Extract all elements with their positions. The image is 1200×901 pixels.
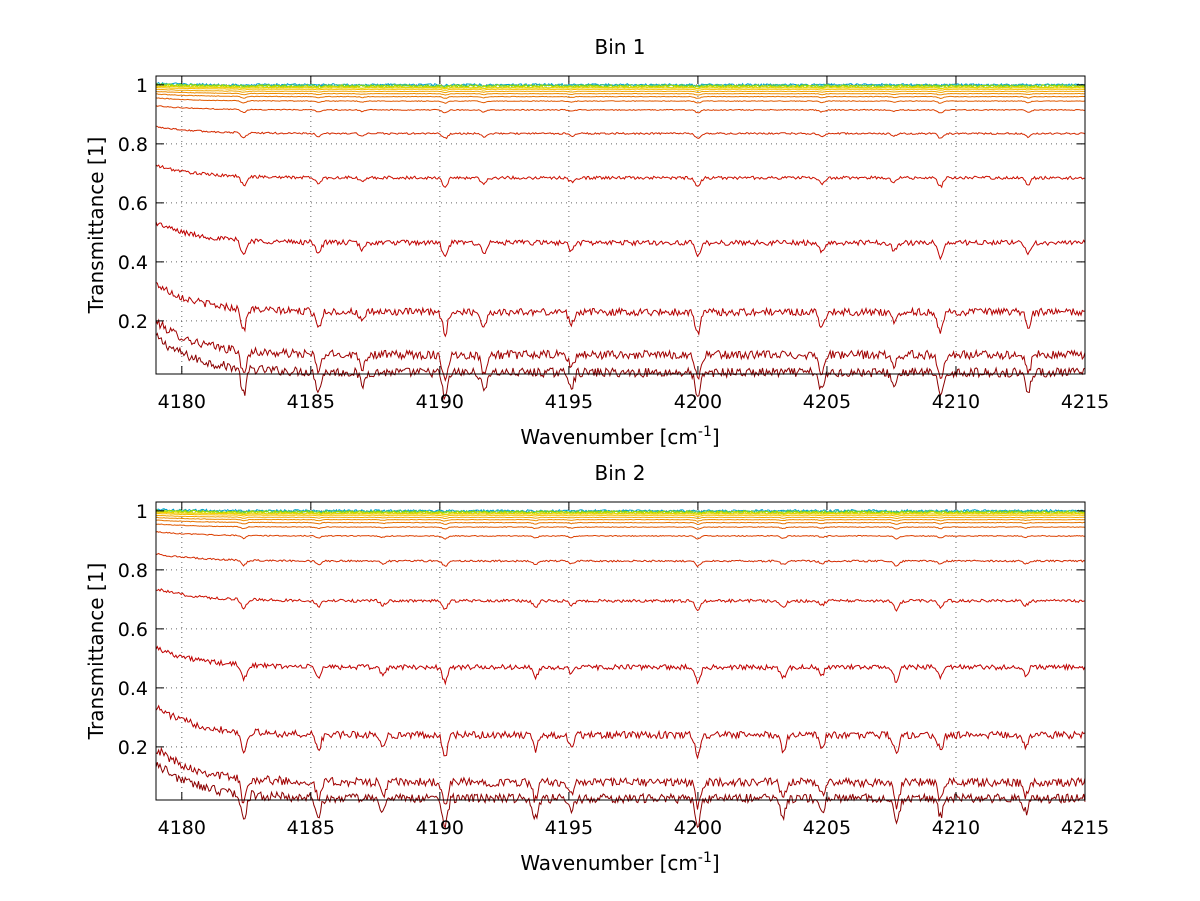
- series-line: [156, 514, 1085, 520]
- chart-title: Bin 2: [594, 461, 645, 485]
- y-tick-label: 0.4: [118, 678, 148, 700]
- series-line: [155, 164, 1085, 189]
- series-line: [156, 93, 1085, 100]
- series-line: [155, 125, 1086, 140]
- series-line: [155, 88, 1085, 94]
- x-tick-label: 4215: [1061, 391, 1109, 413]
- x-axis-label-tail: ]: [712, 851, 720, 875]
- series-group: [155, 508, 1086, 829]
- x-tick-label: 4180: [158, 817, 206, 839]
- series-line: [155, 332, 1086, 400]
- series-line: [155, 512, 1086, 517]
- series-line: [155, 523, 1086, 530]
- series-line: [155, 746, 1086, 810]
- x-tick-label: 4205: [803, 391, 851, 413]
- series-line: [155, 85, 1085, 90]
- y-tick-label: 0.2: [118, 737, 148, 759]
- series-line: [155, 516, 1086, 522]
- y-tick-label: 0.4: [118, 252, 148, 274]
- x-tick-label: 4200: [674, 391, 722, 413]
- y-tick-label: 0.8: [118, 134, 148, 156]
- x-tick-label: 4200: [674, 817, 722, 839]
- y-tick-label: 1: [136, 75, 148, 97]
- series-line: [155, 105, 1085, 114]
- y-axis-label: Transmittance [1]: [84, 563, 108, 741]
- x-tick-label: 4215: [1061, 817, 1109, 839]
- x-axis-label-main: Wavenumber [cm: [520, 425, 698, 449]
- y-tick-labels: 0.2 0.4 0.6 0.8 1: [118, 75, 1085, 333]
- series-line: [155, 511, 1085, 516]
- x-tick-labels: 4180 4185 4190 4195 4200 4205 4210 4215: [158, 76, 1109, 413]
- x-tick-label: 4190: [416, 817, 464, 839]
- y-tick-label: 1: [136, 501, 148, 523]
- series-line: [156, 87, 1086, 91]
- chart-panel-bin-1: Bin 1 4180 4185 4190 4195 4200 4205 4210 4215 0…: [84, 35, 1109, 449]
- series-line: [155, 531, 1086, 540]
- x-axis-label-superscript: -1: [698, 850, 712, 866]
- y-tick-label: 0.6: [118, 193, 148, 215]
- grid-lines: [156, 502, 1086, 800]
- y-tick-label: 0.8: [118, 560, 148, 582]
- x-tick-label: 4205: [803, 817, 851, 839]
- x-tick-label: 4195: [545, 817, 593, 839]
- series-line: [155, 90, 1086, 96]
- x-axis-label-tail: ]: [712, 425, 720, 449]
- x-axis-label: Wavenumber [cm-1]: [520, 424, 719, 449]
- series-line: [155, 588, 1086, 612]
- x-tick-label: 4210: [932, 391, 980, 413]
- y-axis-label: Transmittance [1]: [84, 137, 108, 315]
- y-tick-label: 0.6: [118, 619, 148, 641]
- plot-frame: [155, 75, 1086, 375]
- x-tick-label: 4210: [932, 817, 980, 839]
- x-axis-label: Wavenumber [cm-1]: [520, 850, 719, 875]
- series-line: [155, 221, 1086, 261]
- x-tick-label: 4185: [287, 817, 335, 839]
- series-line: [155, 704, 1086, 760]
- series-line: [155, 552, 1086, 568]
- series-line: [155, 97, 1086, 104]
- chart-panel-bin-2: Bin 2 4180 4185 4190 4195 4200 4205 4210 4215 0…: [84, 461, 1109, 875]
- x-tick-labels: 4180 4185 4190 4195 4200 4205 4210 4215: [158, 502, 1109, 839]
- x-axis-label-main: Wavenumber [cm: [520, 851, 698, 875]
- chart-title: Bin 1: [594, 35, 645, 59]
- series-group: [155, 81, 1086, 400]
- series-line: [155, 519, 1085, 526]
- series-line: [155, 318, 1086, 382]
- y-tick-labels: 0.2 0.4 0.6 0.8 1: [118, 501, 1085, 759]
- x-tick-label: 4180: [158, 391, 206, 413]
- series-line: [155, 282, 1086, 338]
- series-line: [155, 645, 1086, 686]
- x-tick-label: 4190: [416, 391, 464, 413]
- plot-frame: [155, 501, 1086, 801]
- grid-lines: [156, 76, 1086, 374]
- x-tick-label: 4185: [287, 391, 335, 413]
- x-tick-label: 4195: [545, 391, 593, 413]
- y-tick-label: 0.2: [118, 311, 148, 333]
- x-axis-label-superscript: -1: [698, 424, 712, 440]
- series-line: [155, 83, 1086, 90]
